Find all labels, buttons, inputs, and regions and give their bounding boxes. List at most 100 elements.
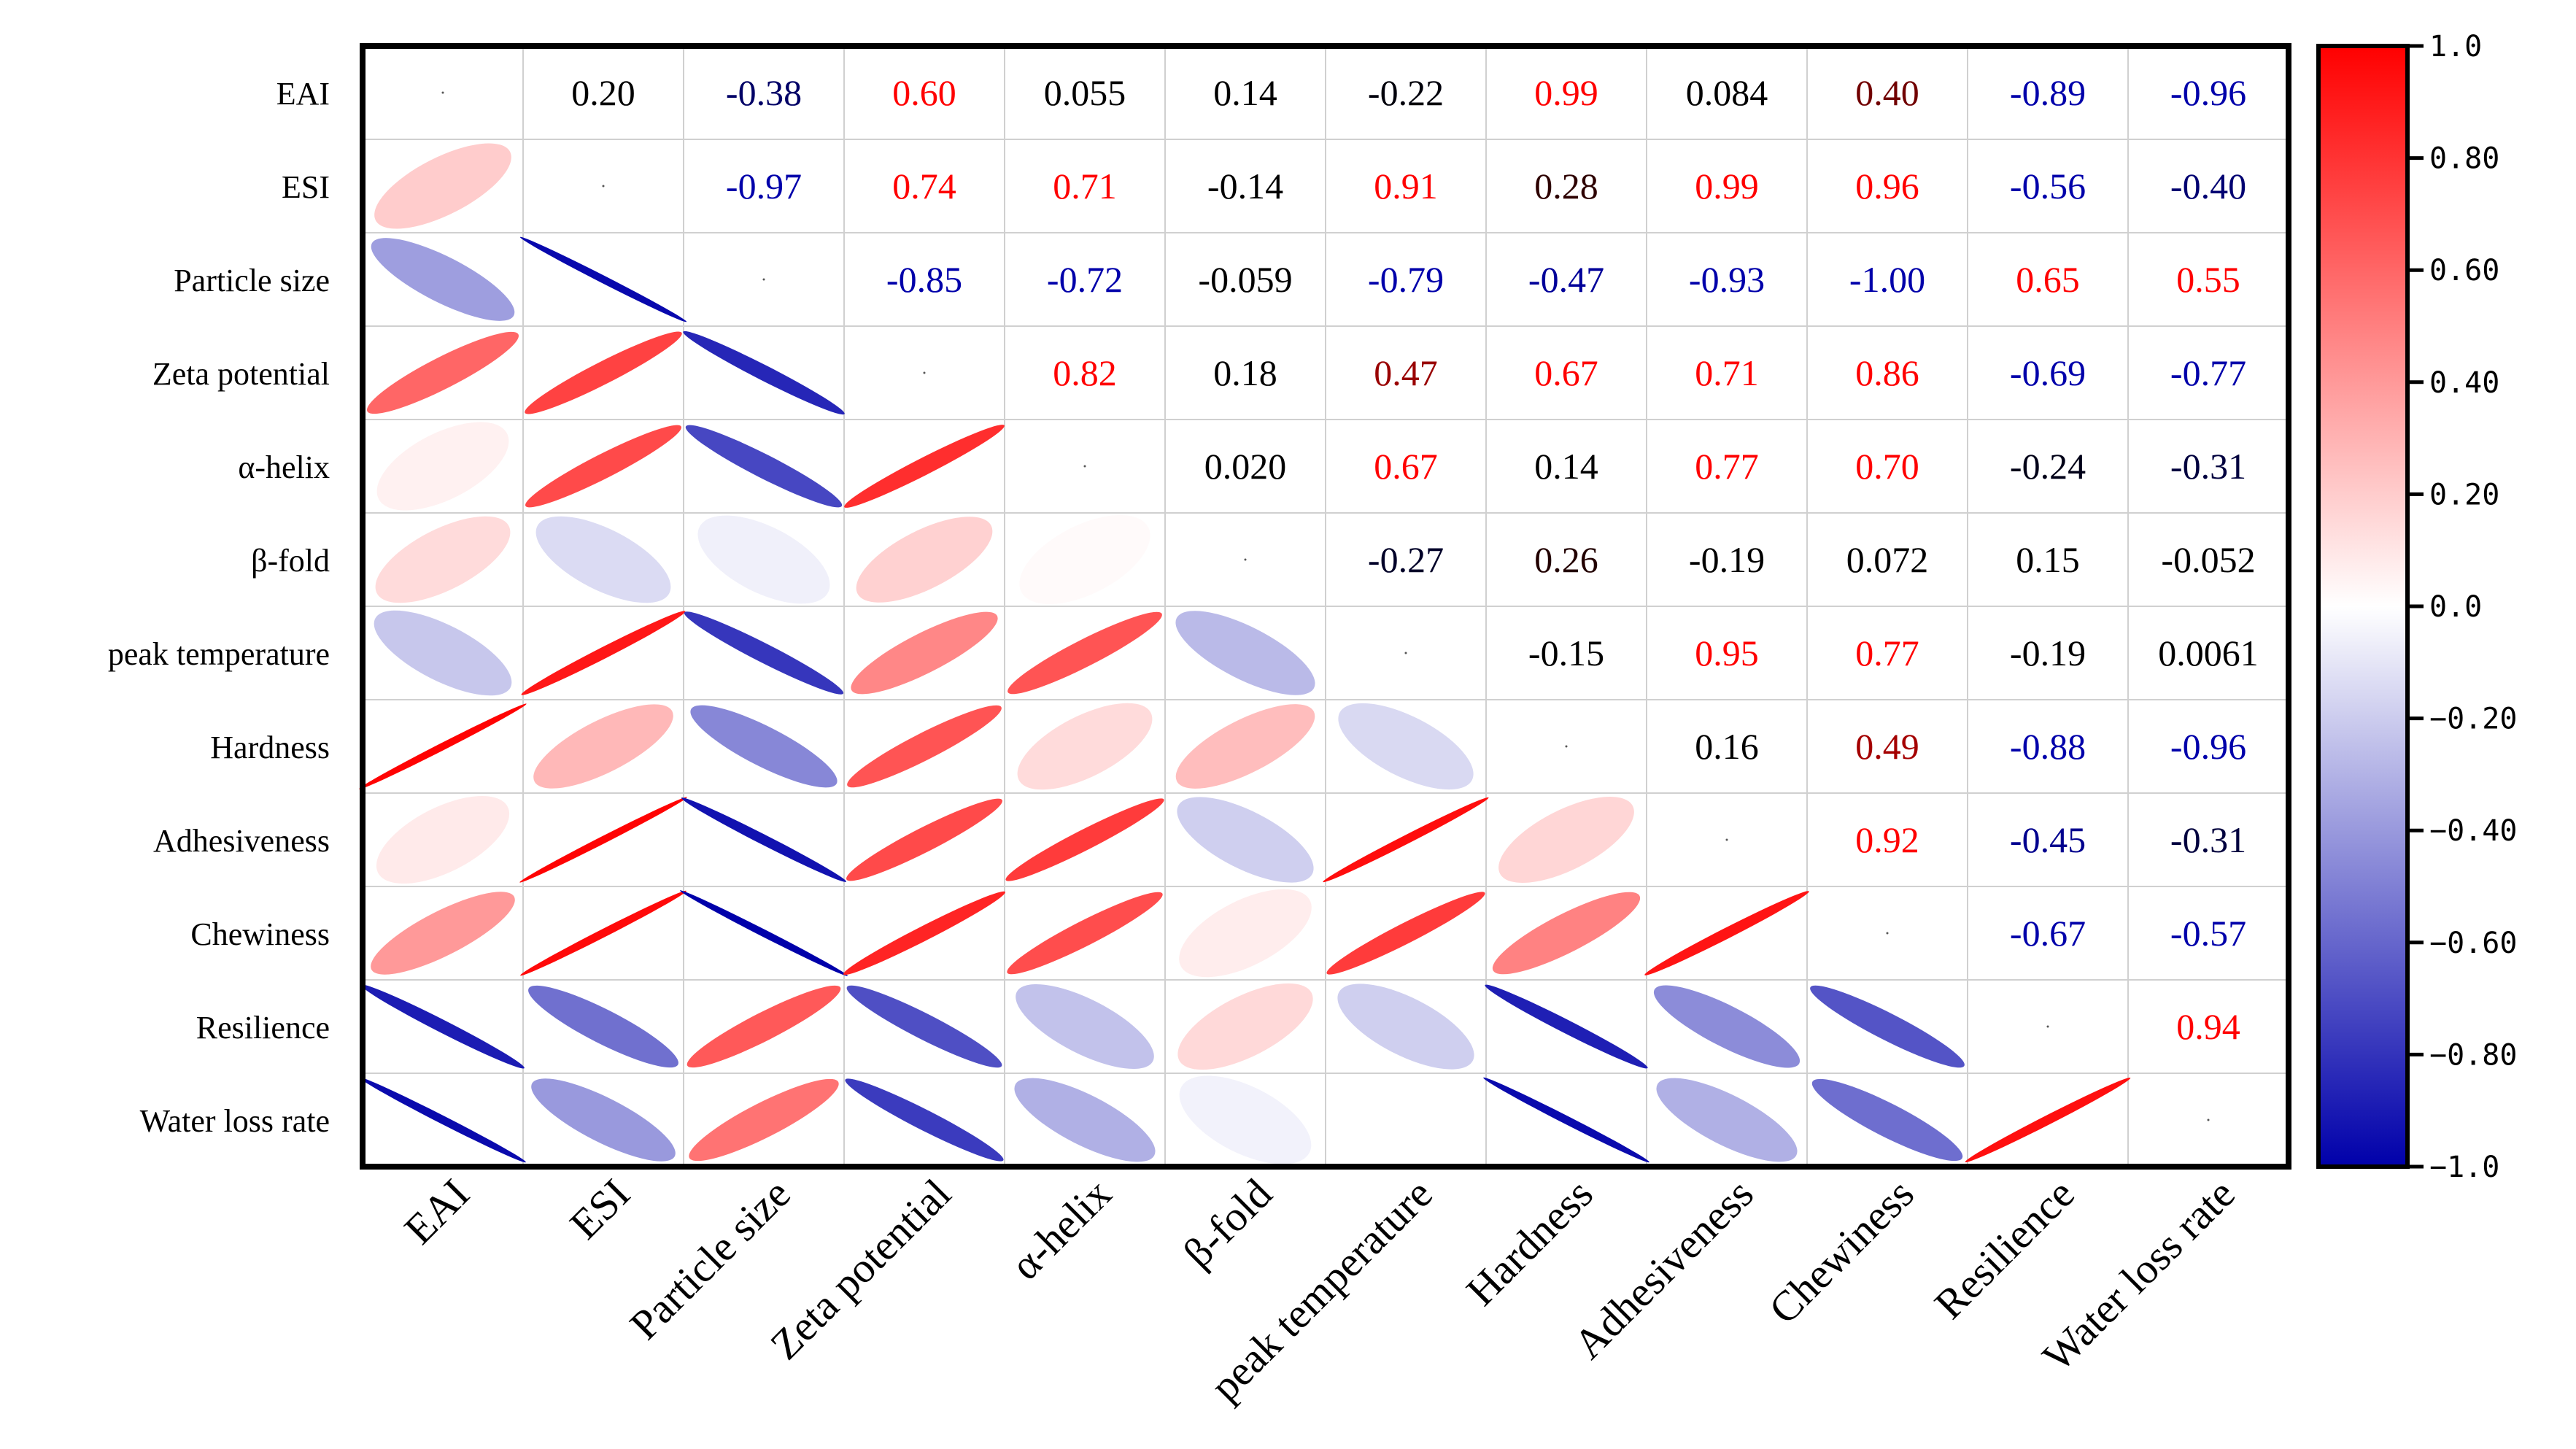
correlation-ellipse <box>1177 797 1314 883</box>
diagonal-dot <box>1725 838 1728 841</box>
cell-value: 0.26 <box>1534 539 1598 580</box>
cell-value: -0.89 <box>2010 72 2086 113</box>
correlation-ellipse <box>525 331 682 414</box>
cell-value: 0.055 <box>1044 72 1126 113</box>
colorbar-tick-label: 0.80 <box>2429 142 2499 176</box>
colorbar-tick-label: −1.0 <box>2429 1151 2499 1184</box>
correlation-ellipse <box>361 984 525 1069</box>
cell-value: 0.77 <box>1695 446 1759 487</box>
y-axis-label: EAI <box>276 76 330 112</box>
y-axis-label: Particle size <box>174 263 330 298</box>
y-axis-label: Hardness <box>210 730 330 765</box>
correlation-ellipse <box>535 516 671 603</box>
correlation-ellipse <box>528 985 678 1068</box>
diagonal-dot <box>1404 652 1407 654</box>
correlation-ellipse <box>1175 704 1315 789</box>
correlation-ellipse <box>1337 984 1474 1070</box>
diagonal-dot <box>923 371 926 374</box>
correlation-ellipse <box>1014 1078 1156 1162</box>
cell-value: -0.79 <box>1368 259 1444 300</box>
cell-value: -0.88 <box>2010 726 2086 767</box>
cell-value: 0.020 <box>1204 446 1287 487</box>
cell-value: -0.67 <box>2010 913 2086 954</box>
cell-value: 0.55 <box>2176 259 2240 300</box>
y-axis-label: Resilience <box>196 1010 330 1046</box>
cell-value: -0.77 <box>2170 352 2246 393</box>
correlation-ellipse <box>845 1078 1004 1162</box>
correlation-ellipse <box>1485 984 1648 1069</box>
correlation-ellipse <box>1005 798 1164 881</box>
cell-value: -0.38 <box>726 72 802 113</box>
correlation-ellipse <box>533 704 673 789</box>
cell-value: 0.71 <box>1053 166 1117 206</box>
y-axis-label: β-fold <box>251 543 330 579</box>
cell-value: -0.14 <box>1207 166 1283 206</box>
correlation-ellipse <box>1965 1078 2131 1162</box>
correlation-ellipse <box>689 1078 839 1162</box>
cell-value: 0.71 <box>1695 352 1759 393</box>
cell-value: 0.67 <box>1374 446 1438 487</box>
colorbar-tick-label: 0.20 <box>2429 478 2499 511</box>
cell-value: 0.084 <box>1686 72 1768 113</box>
correlation-ellipse <box>1498 797 1634 883</box>
correlation-ellipse <box>697 515 830 604</box>
diagonal-dot <box>1565 745 1568 748</box>
correlation-ellipse <box>531 1078 676 1162</box>
correlation-ellipse <box>1326 892 1485 975</box>
y-axis-label: ESI <box>282 169 330 205</box>
x-axis-label: ESI <box>560 1170 638 1248</box>
correlation-ellipse <box>1483 1077 1649 1163</box>
correlation-ellipse <box>690 705 838 788</box>
x-axis-label: β-fold <box>1174 1170 1281 1277</box>
cell-value: -0.45 <box>2010 819 2086 860</box>
cell-value: -0.96 <box>2170 72 2246 113</box>
cell-value: 0.95 <box>1695 633 1759 673</box>
correlation-ellipse <box>1653 985 1801 1068</box>
cell-value: -0.19 <box>2010 633 2086 673</box>
correlation-ellipse <box>846 798 1002 881</box>
correlation-ellipse <box>367 331 519 414</box>
correlation-ellipse <box>1175 611 1315 695</box>
cell-value: -0.96 <box>2170 726 2246 767</box>
x-axis-label: Hardness <box>1457 1170 1602 1315</box>
correlation-ellipse <box>376 795 510 884</box>
cell-value: -0.72 <box>1047 259 1123 300</box>
diagonal-dot <box>2046 1025 2049 1028</box>
y-axis-label: peak temperature <box>108 636 330 672</box>
correlation-ellipse <box>374 610 512 696</box>
correlation-ellipse <box>1811 1078 1963 1162</box>
cell-value: 0.28 <box>1534 166 1598 206</box>
cell-value: -0.56 <box>2010 166 2086 206</box>
correlation-ellipse <box>1017 703 1153 790</box>
correlation-ellipse <box>360 1077 526 1163</box>
correlation-ellipse <box>375 516 511 603</box>
colorbar-ticks: 1.0 0.80 0.60 0.40 0.20 0.0 −0.20 −0.40 −0.60 −0.… <box>2407 30 2517 1184</box>
cell-value: 0.67 <box>1534 352 1598 393</box>
correlation-ellipse <box>851 611 998 695</box>
diagonal-dot <box>602 185 605 188</box>
correlation-ellipse <box>520 890 686 976</box>
correlation-ellipse <box>856 517 993 603</box>
x-axis-label: Particle size <box>621 1170 800 1348</box>
correlation-ellipse <box>521 611 686 695</box>
diagonal-dot <box>1083 465 1086 468</box>
correlation-ellipse <box>1644 891 1809 975</box>
correlation-ellipse <box>846 985 1002 1068</box>
y-axis-label: Chewiness <box>190 916 330 952</box>
correlation-ellipse <box>843 891 1006 975</box>
grid-lines <box>363 46 2289 1167</box>
cell-value: -1.00 <box>1849 259 1925 300</box>
y-axis-label: Zeta potential <box>152 356 330 392</box>
correlation-ellipse <box>525 425 681 508</box>
correlation-ellipse <box>1492 892 1641 975</box>
correlation-ellipse <box>1323 797 1489 883</box>
colorbar-tick-label: −0.60 <box>2429 927 2517 960</box>
x-axis-label: Chewiness <box>1760 1170 1923 1333</box>
cell-value: 0.74 <box>892 166 956 206</box>
cell-value: -0.27 <box>1368 539 1444 580</box>
cell-value: 0.82 <box>1053 352 1117 393</box>
cell-value: -0.31 <box>2170 819 2246 860</box>
diagonal-dot <box>2207 1118 2210 1121</box>
correlation-ellipse <box>519 236 687 322</box>
cell-value: 0.40 <box>1855 72 1919 113</box>
